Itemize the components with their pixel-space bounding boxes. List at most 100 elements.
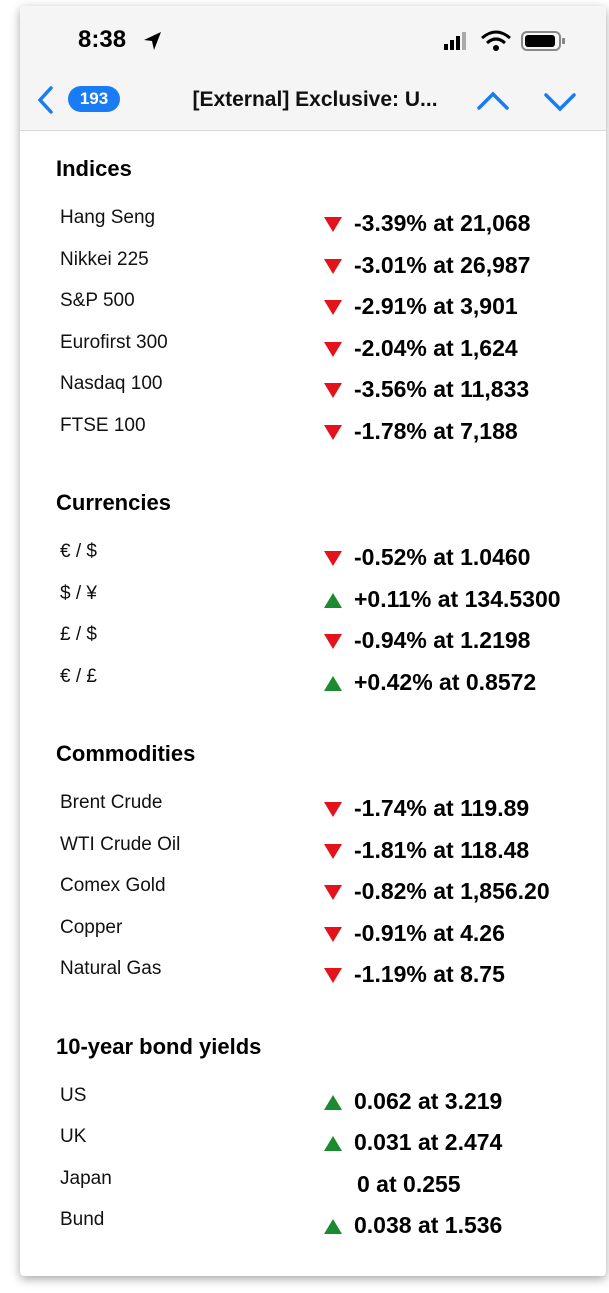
arrow-shape (324, 383, 342, 398)
unread-badge: 193 (68, 86, 120, 112)
quote-row: WTI Crude Oil -1.81% at 118.48 (20, 834, 606, 876)
quote-row: UK 0.031 at 2.474 (20, 1126, 606, 1168)
quote-row: € / $ -0.52% at 1.0460 (20, 541, 606, 583)
section-title: Indices (56, 156, 132, 181)
arrow-shape (324, 424, 342, 440)
quote-row: Bund 0.038 at 1.536 (20, 1209, 606, 1251)
instrument-name: £ / $ (60, 624, 97, 645)
up-arrow (324, 592, 342, 608)
quote-row: Nasdaq 100 -3.56% at 11,833 (20, 373, 606, 415)
instrument-name: Japan (60, 1167, 112, 1189)
quote-value: 0.062 at 3.219 (354, 1087, 503, 1114)
quote-row: S&P 500 -2.91% at 3,901 (20, 290, 606, 332)
quote-value: -3.56% at 11,833 (354, 376, 530, 402)
quote-value: -0.82% at 1,856.20 (354, 878, 550, 904)
market-section: Currencies € / $ -0.52% at 1.0460 $ / ¥ +0.1… (20, 490, 606, 707)
quote-value: -1.78% at 7,188 (354, 417, 518, 444)
quote-value: 0.038 at 1.536 (354, 1212, 503, 1238)
arrow-shape (324, 926, 342, 942)
down-arrow (324, 424, 342, 440)
instrument-name: Eurofirst 300 (60, 331, 168, 353)
section-title: Currencies (56, 490, 171, 515)
quote-value: -2.91% at 3,901 (354, 293, 518, 319)
arrow-shape (324, 217, 342, 232)
instrument-name: UK (60, 1126, 87, 1147)
instrument-name: FTSE 100 (60, 414, 146, 436)
instrument-name: US (60, 1084, 87, 1106)
arrow-shape (324, 551, 342, 566)
down-arrow (324, 217, 342, 232)
down-arrow (324, 341, 342, 357)
down-arrow (324, 551, 342, 566)
quote-value: +0.42% at 0.8572 (354, 668, 537, 695)
quote-value: -0.52% at 1.0460 (354, 544, 531, 570)
quote-row: Natural Gas -1.19% at 8.75 (20, 958, 606, 1000)
quote-value: -1.74% at 119.89 (354, 795, 530, 821)
quote-value: -2.04% at 1,624 (354, 334, 518, 361)
instrument-name: Bund (60, 1209, 105, 1230)
arrow-shape (324, 885, 342, 900)
quote-row: € / £ +0.42% at 0.8572 (20, 666, 606, 708)
arrow-shape (324, 968, 342, 983)
instrument-name: € / $ (60, 541, 97, 562)
arrow-shape (324, 802, 342, 817)
up-arrow (324, 1219, 342, 1234)
market-section: 10-year bond yields US 0.062 at 3.219 UK 0.0… (20, 1034, 606, 1251)
back-button[interactable] (34, 84, 58, 116)
quote-row: Eurofirst 300 -2.04% at 1,624 (20, 332, 606, 374)
instrument-name: S&P 500 (60, 290, 135, 311)
instrument-name: Brent Crude (60, 792, 163, 813)
quote-row: Hang Seng -3.39% at 21,068 (20, 207, 606, 249)
arrow-shape (324, 341, 342, 357)
down-arrow (324, 968, 342, 983)
down-arrow (324, 843, 342, 859)
down-arrow (324, 802, 342, 817)
quote-row: Comex Gold -0.82% at 1,856.20 (20, 875, 606, 917)
quote-value: -1.19% at 8.75 (354, 961, 505, 987)
instrument-name: Natural Gas (60, 958, 162, 979)
instrument-name: Hang Seng (60, 207, 156, 228)
quote-row: Brent Crude -1.74% at 119.89 (20, 792, 606, 834)
quote-row: US 0.062 at 3.219 (20, 1085, 606, 1127)
top-bar: 8:38 193 [External] Exclusive: U... (20, 6, 606, 131)
quote-row: FTSE 100 -1.78% at 7,188 (20, 415, 606, 457)
market-section: Indices Hang Seng -3.39% at 21,068 Nikkei 2… (20, 156, 606, 456)
quote-row: £ / $ -0.94% at 1.2198 (20, 624, 606, 666)
section-title: 10-year bond yields (56, 1033, 262, 1059)
down-arrow (324, 300, 342, 315)
arrow-shape (324, 300, 342, 315)
quote-value: +0.11% at 134.5300 (354, 585, 561, 612)
previous-button[interactable] (476, 88, 510, 112)
quote-value: -0.94% at 1.2198 (354, 627, 531, 653)
instrument-name: Comex Gold (60, 875, 166, 896)
quote-row: Nikkei 225 -3.01% at 26,987 (20, 249, 606, 291)
instrument-name: Copper (60, 916, 123, 938)
instrument-name: € / £ (60, 665, 97, 687)
quote-value: -0.91% at 4.26 (354, 919, 505, 946)
down-arrow (324, 885, 342, 900)
down-arrow (324, 634, 342, 649)
arrow-shape (324, 843, 342, 859)
section-title: Commodities (56, 741, 196, 766)
down-arrow (324, 926, 342, 942)
quote-value: -3.39% at 21,068 (354, 210, 531, 236)
instrument-name: Nasdaq 100 (60, 373, 163, 394)
quote-row: Japan 0 at 0.255 (20, 1168, 606, 1210)
up-arrow (324, 1094, 342, 1110)
arrow-shape (324, 1094, 342, 1110)
email-subject: [External] Exclusive: U... (192, 88, 438, 111)
email-body: Indices Hang Seng -3.39% at 21,068 Nikkei 2… (20, 156, 606, 1276)
arrow-shape (324, 258, 342, 274)
down-arrow (324, 383, 342, 398)
market-section: Commodities Brent Crude -1.74% at 119.89 WT… (20, 741, 606, 1000)
quote-row: Copper -0.91% at 4.26 (20, 917, 606, 959)
instrument-name: Nikkei 225 (60, 248, 149, 270)
arrow-shape (324, 634, 342, 649)
quote-row: $ / ¥ +0.11% at 134.5300 (20, 583, 606, 625)
up-arrow (324, 675, 342, 691)
down-arrow (324, 258, 342, 274)
instrument-name: WTI Crude Oil (60, 833, 181, 855)
quote-value: 0 at 0.255 (357, 1170, 461, 1197)
arrow-shape (324, 592, 342, 608)
next-button[interactable] (543, 90, 577, 114)
